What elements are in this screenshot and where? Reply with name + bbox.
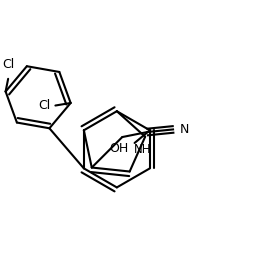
Text: Cl: Cl — [38, 99, 50, 112]
Text: OH: OH — [109, 142, 128, 155]
Text: NH: NH — [134, 143, 151, 156]
Text: Cl: Cl — [2, 58, 14, 71]
Text: N: N — [179, 123, 189, 136]
